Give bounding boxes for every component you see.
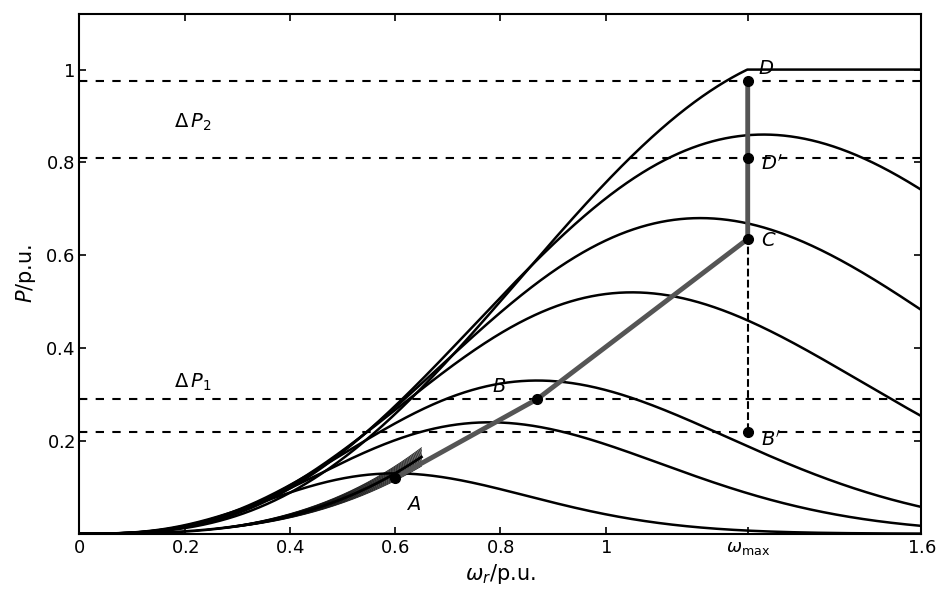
- Text: $A$: $A$: [406, 496, 421, 514]
- X-axis label: $\omega_r$/p.u.: $\omega_r$/p.u.: [466, 562, 536, 586]
- Text: $D'$: $D'$: [761, 154, 783, 173]
- Text: $C$: $C$: [761, 231, 776, 250]
- Text: $D$: $D$: [758, 59, 774, 78]
- Text: $B$: $B$: [492, 377, 506, 396]
- Text: $B'$: $B'$: [761, 430, 781, 449]
- Text: $\Delta\, P_1$: $\Delta\, P_1$: [174, 371, 212, 393]
- Text: $\Delta\, P_2$: $\Delta\, P_2$: [174, 112, 212, 133]
- Y-axis label: $P$/p.u.: $P$/p.u.: [14, 244, 38, 304]
